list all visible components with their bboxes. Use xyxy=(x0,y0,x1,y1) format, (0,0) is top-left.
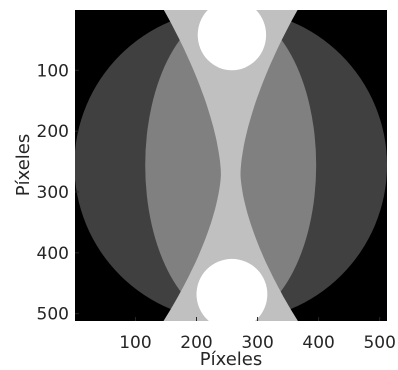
hourglass-region xyxy=(163,10,298,321)
x-tick-label: 200 xyxy=(180,333,212,353)
y-tick-label: 400 xyxy=(37,244,69,264)
x-tick-label: 400 xyxy=(302,333,334,353)
y-axis-title: Píxeles xyxy=(13,134,34,196)
y-tick-label: 500 xyxy=(37,305,69,325)
y-tick-label: 100 xyxy=(37,61,69,81)
x-tick-label: 300 xyxy=(241,333,273,353)
x-tick-label: 100 xyxy=(119,333,151,353)
phantom-regions xyxy=(75,10,387,321)
x-axis-ticks: 100 200 300 400 500 xyxy=(119,317,396,353)
top-white-ellipse-region xyxy=(197,10,267,71)
bottom-white-ellipse-region xyxy=(196,258,268,321)
x-tick-label: 500 xyxy=(363,333,395,353)
y-tick-label: 200 xyxy=(37,122,69,142)
x-axis-title: Píxeles xyxy=(200,349,262,370)
y-tick-label: 300 xyxy=(37,183,69,203)
y-axis-ticks: 100 200 300 400 500 xyxy=(37,61,79,325)
